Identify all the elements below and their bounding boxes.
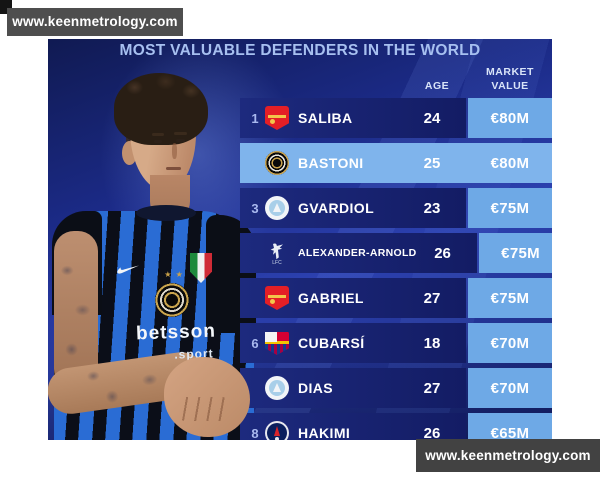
inter-milan-crest-icon (155, 283, 189, 317)
watermark-bottom: www.keenmetrology.com (416, 439, 600, 472)
arsenal-crest-icon (265, 106, 289, 130)
age-cell: 24 (423, 109, 441, 127)
table-row-main: 3 GVARDIOL 23 (240, 188, 466, 228)
player-eyebrow (174, 132, 187, 135)
table-row: BASTONI 25 €80M (240, 143, 552, 183)
table-row-main: 8 HAKIMI 26 (240, 413, 466, 440)
player-name: SALIBA (298, 110, 353, 126)
nike-swoosh-icon (116, 265, 140, 275)
player-hand (164, 357, 250, 437)
mancity-crest-icon (265, 196, 289, 220)
age-cell: 25 (423, 154, 441, 172)
rank-cell: 3 (251, 200, 259, 216)
age-cell: 23 (423, 199, 441, 217)
watermark-top: www.keenmetrology.com (7, 8, 183, 36)
scudetto-italy-shield-icon (190, 253, 212, 283)
table-row-main: BASTONI 25 (240, 143, 466, 183)
rank-cell: 8 (251, 425, 259, 441)
player-nose (172, 143, 177, 159)
player-name: CUBARSÍ (298, 335, 365, 351)
player-name: GABRIEL (298, 290, 364, 306)
player-eye (176, 139, 185, 142)
age-cell: 26 (434, 244, 451, 262)
table-row: 1 SALIBA 24 €80M (240, 98, 552, 138)
player-jersey-collar (136, 205, 196, 221)
table-row-main: 6 CUBARSÍ 18 (240, 323, 466, 363)
value-cell: €80M (468, 143, 552, 183)
table-row-main: DIAS 27 (240, 368, 466, 408)
table-row: LFC ALEXANDER-ARNOLD 26 €75M (240, 233, 552, 273)
rank-cell: 6 (251, 335, 259, 351)
value-cell: €75M (468, 188, 552, 228)
mancity-crest-icon (265, 376, 289, 400)
inter-crest-icon (265, 151, 289, 175)
row-gap (466, 143, 468, 183)
player-eye (154, 140, 162, 143)
age-cell: 27 (423, 289, 441, 307)
market-value-column-header: MARKET VALUE (468, 66, 552, 93)
age-cell: 26 (423, 424, 441, 441)
liverpool-crest-icon: LFC (265, 241, 289, 265)
table-row-main: 1 SALIBA 24 (240, 98, 466, 138)
value-cell: €75M (468, 278, 552, 318)
table-row: 8 HAKIMI 26 €65M (240, 413, 552, 440)
player-mouth (166, 167, 181, 170)
table-row: 6 CUBARSÍ 18 €70M (240, 323, 552, 363)
value-cell: €80M (468, 98, 552, 138)
table-row: 3 GVARDIOL 23 €75M (240, 188, 552, 228)
jersey-stars: ★ ★ (164, 270, 184, 279)
table-row-main: GABRIEL 27 (240, 278, 466, 318)
player-name: HAKIMI (298, 425, 351, 440)
arsenal-crest-icon (265, 286, 289, 310)
psg-crest-icon (265, 421, 289, 440)
value-cell: €75M (478, 233, 552, 273)
player-eyebrow (152, 133, 164, 136)
player-hair (114, 73, 208, 145)
age-column-header: AGE (424, 80, 450, 92)
rank-cell: 1 (251, 110, 259, 126)
value-cell: €65M (468, 413, 552, 440)
market-value-header-line1: MARKET (486, 66, 534, 78)
page-title: MOST VALUABLE DEFENDERS IN THE WORLD (119, 42, 481, 59)
value-cell: €70M (468, 323, 552, 363)
player-name: GVARDIOL (298, 200, 375, 216)
player-name: BASTONI (298, 155, 364, 171)
market-value-header-line2: VALUE (491, 79, 529, 92)
player-photo-bastoni: ★ ★ betsson .sport (48, 39, 552, 440)
age-cell: 18 (423, 334, 441, 352)
table-row: GABRIEL 27 €75M (240, 278, 552, 318)
table-row-main: LFC ALEXANDER-ARNOLD 26 (240, 233, 477, 273)
rankings-table-body: 1 SALIBA 24 €80M BASTONI 25 €80M 3 GVARD… (240, 98, 552, 440)
player-tattooed-arm (54, 231, 98, 389)
defenders-ranking-graphic: MOST VALUABLE DEFENDERS IN THE WORLD AGE… (48, 39, 552, 440)
age-cell: 27 (423, 379, 441, 397)
table-row: DIAS 27 €70M (240, 368, 552, 408)
player-name: DIAS (298, 380, 334, 396)
svg-text:LFC: LFC (272, 260, 282, 265)
value-cell: €70M (468, 368, 552, 408)
player-name: ALEXANDER-ARNOLD (298, 247, 417, 259)
barcelona-crest-icon (265, 331, 289, 355)
